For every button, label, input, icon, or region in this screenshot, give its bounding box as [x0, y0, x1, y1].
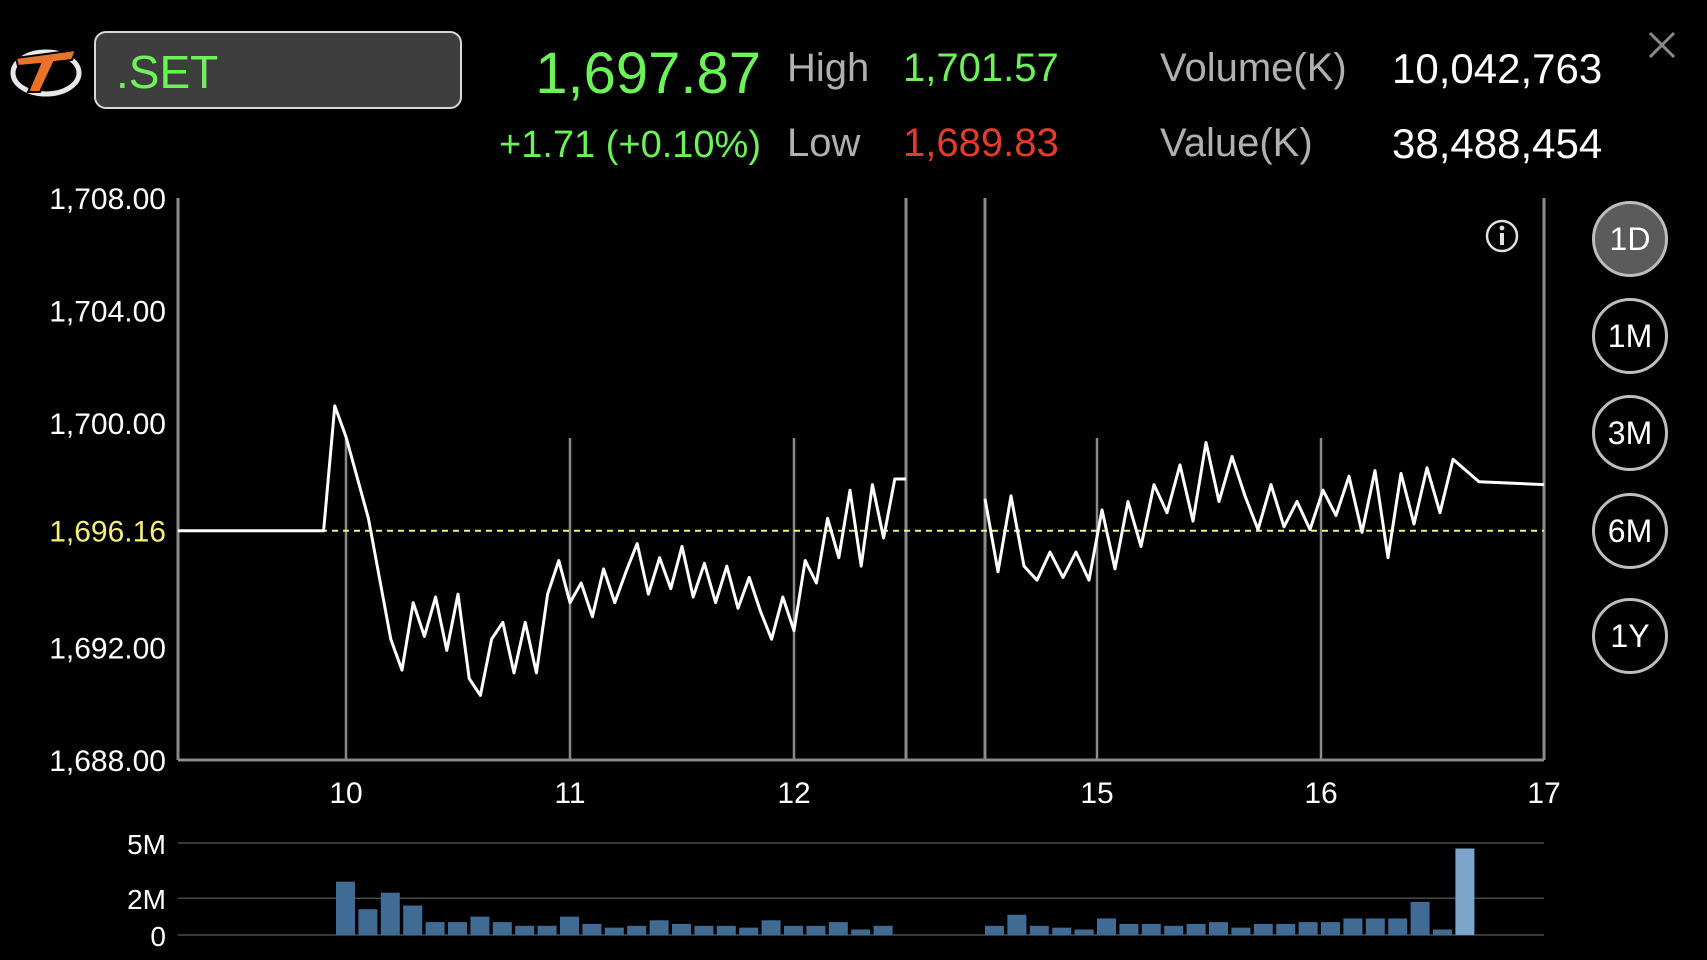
volume-bar	[1276, 923, 1296, 935]
range-button-6m[interactable]: 6M	[1592, 493, 1668, 569]
volume-bar	[1097, 918, 1116, 935]
reference-price-label: 1,696.16	[49, 516, 166, 549]
volume-y-tick-label: 5M	[127, 829, 166, 860]
price-change: +1.71 (+0.10%)	[499, 124, 761, 166]
volume-bar	[1119, 923, 1139, 935]
volume-bar	[358, 909, 378, 935]
low-value: 1,689.83	[903, 121, 1059, 165]
volume-bar	[582, 923, 602, 935]
volume-bar	[1321, 922, 1340, 935]
volume-bar	[425, 922, 445, 935]
volume-bar	[694, 925, 714, 935]
volume-bar	[1343, 918, 1363, 935]
x-tick-label: 15	[1080, 777, 1113, 810]
volume-bar	[560, 916, 579, 935]
volume-bar	[1209, 922, 1228, 935]
volume-bar	[1052, 927, 1072, 935]
volume-bar	[1410, 901, 1430, 935]
info-icon[interactable]	[1485, 219, 1519, 253]
volume-bar	[1141, 923, 1161, 935]
volume-bar	[1298, 922, 1318, 935]
volume-bar	[1074, 929, 1094, 935]
volume-bar	[1388, 918, 1408, 935]
x-tick-label: 16	[1304, 777, 1337, 810]
x-tick-label: 12	[777, 777, 810, 810]
symbol-text: .SET	[116, 46, 219, 98]
volume-bar	[1455, 848, 1475, 935]
volume-bar	[448, 922, 467, 935]
volume-bar	[1029, 925, 1049, 935]
high-value: 1,701.57	[903, 46, 1059, 90]
volume-bar	[1231, 927, 1251, 935]
low-label: Low	[787, 121, 861, 165]
range-button-1y[interactable]: 1Y	[1592, 598, 1668, 674]
x-tick-label: 11	[554, 777, 585, 810]
volume-bar	[627, 925, 647, 935]
volume-bar	[716, 925, 736, 935]
volume-bar	[380, 892, 400, 935]
high-label: High	[787, 46, 870, 90]
volume-bar	[1433, 929, 1452, 935]
range-button-1d[interactable]: 1D	[1592, 201, 1668, 277]
volume-bar	[1164, 925, 1184, 935]
volume-bar	[851, 929, 871, 935]
last-price: 1,697.87	[535, 41, 761, 106]
broker-logo-icon	[10, 48, 82, 97]
range-button-1m[interactable]: 1M	[1592, 298, 1668, 374]
volume-y-tick-label: 2M	[127, 884, 166, 915]
y-tick-label: 1,692.00	[49, 633, 166, 666]
y-tick-label: 1,708.00	[49, 183, 166, 216]
volume-bar	[537, 925, 557, 935]
value-label: Value(K)	[1160, 121, 1313, 165]
y-tick-label: 1,688.00	[49, 745, 166, 778]
price-series-line	[983, 441, 1545, 582]
volume-value: 10,042,763	[1392, 45, 1603, 92]
volume-bar	[515, 925, 535, 935]
volume-bar	[403, 905, 423, 935]
volume-bar	[649, 920, 669, 935]
range-button-3m[interactable]: 3M	[1592, 395, 1668, 471]
y-tick-label: 1,700.00	[49, 408, 166, 441]
volume-bar	[985, 925, 1004, 935]
volume-bar	[492, 922, 512, 935]
volume-bar	[784, 925, 803, 935]
volume-bar	[604, 927, 624, 935]
value-value: 38,488,454	[1392, 120, 1603, 167]
volume-bar	[806, 925, 826, 935]
volume-bar	[1186, 923, 1206, 935]
y-tick-label: 1,704.00	[49, 295, 166, 328]
volume-y-tick-label: 0	[150, 921, 166, 952]
volume-bar	[1007, 914, 1027, 935]
x-tick-label: 10	[329, 777, 362, 810]
symbol-search-field[interactable]: .SET	[94, 31, 462, 109]
volume-bar	[1365, 918, 1385, 935]
x-tick-label: 17	[1527, 777, 1560, 810]
volume-bar	[828, 922, 848, 935]
volume-bar	[672, 923, 691, 935]
volume-label: Volume(K)	[1160, 46, 1347, 90]
volume-bar	[739, 927, 759, 935]
volume-bar	[761, 920, 781, 935]
volume-bar	[470, 916, 490, 935]
volume-bar	[336, 881, 355, 935]
volume-bar	[873, 925, 893, 935]
close-icon[interactable]	[1645, 28, 1679, 62]
volume-bar	[1253, 923, 1273, 935]
price-series-line	[178, 404, 906, 697]
